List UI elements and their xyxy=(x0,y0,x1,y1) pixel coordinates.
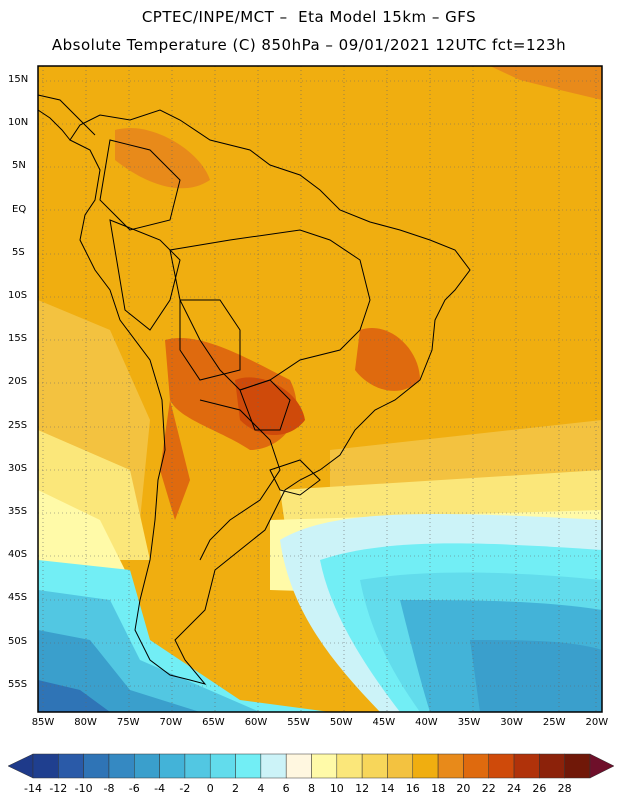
colorbar-label: 18 xyxy=(431,782,446,795)
lat-label: 15S xyxy=(8,333,28,345)
bolivia-border xyxy=(179,299,241,381)
colorbar-label: 2 xyxy=(232,782,240,795)
colorbar-swatch xyxy=(463,753,489,779)
lat-label: 5N xyxy=(12,160,26,172)
field-m6 xyxy=(470,640,602,712)
colorbar-swatch xyxy=(513,753,540,779)
lon-label: 35W xyxy=(457,717,481,728)
colorbar-label: -6 xyxy=(128,782,140,795)
colorbar-swatch xyxy=(134,753,160,779)
field-8-pac xyxy=(38,490,130,580)
colorbar-label: 6 xyxy=(282,782,290,795)
colorbar xyxy=(7,753,615,779)
colorbar-label: 20 xyxy=(456,782,471,795)
lon-label: 85W xyxy=(31,717,55,728)
colorbar-label: -4 xyxy=(154,782,166,795)
lat-label: 50S xyxy=(8,635,28,647)
colorbar-swatch xyxy=(539,753,565,779)
lat-label: 45S xyxy=(8,592,28,604)
colorbar-label: -10 xyxy=(74,782,93,795)
lat-label: 10N xyxy=(8,117,29,129)
lon-label: 30W xyxy=(500,717,523,728)
field-hot-3 xyxy=(355,328,420,391)
field-hot-5 xyxy=(160,400,190,520)
lat-label: 40S xyxy=(8,549,28,561)
colorbar-swatch xyxy=(209,753,236,779)
colorbar-swatch xyxy=(83,753,110,779)
colorbar-swatch xyxy=(285,753,312,779)
colorbar-label: 24 xyxy=(507,782,522,795)
map-frame xyxy=(37,65,603,713)
lon-label: 65W xyxy=(202,717,225,728)
colorbar-label: 26 xyxy=(532,782,547,795)
field-20-ne xyxy=(490,66,602,100)
central-america-coast xyxy=(37,94,96,141)
colorbar-swatch xyxy=(488,753,515,779)
lat-label: 20S xyxy=(8,376,28,388)
lon-label: 50W xyxy=(329,717,353,728)
colorbar-label: 12 xyxy=(355,782,370,795)
field-pac-m8 xyxy=(38,680,110,712)
lon-label: 75W xyxy=(116,717,140,728)
colorbar-label: -2 xyxy=(179,782,191,795)
lat-label: 30S xyxy=(8,462,28,474)
colorbar-label: 8 xyxy=(308,782,315,795)
colorbar-swatch xyxy=(437,753,464,779)
coastlines xyxy=(37,94,471,685)
colorbar-label: 28 xyxy=(557,782,572,795)
uruguay-border xyxy=(269,459,321,496)
colorbar-swatch xyxy=(108,753,135,779)
colombia-border xyxy=(99,139,181,231)
lat-label: 15N xyxy=(8,74,29,85)
colorbar-swatch xyxy=(58,753,84,779)
colorbar-swatch xyxy=(159,753,186,779)
lat-label: 55S xyxy=(8,678,28,690)
field-hot-2 xyxy=(235,377,305,435)
south-america-coast xyxy=(69,109,471,685)
colorbar-swatch xyxy=(235,753,262,779)
colorbar-label: -14 xyxy=(24,782,42,795)
title-line-1: CPTEC/INPE/MCT – Eta Model 15km – GFS xyxy=(141,8,477,26)
brazil-border xyxy=(169,229,371,391)
colorbar-label: 16 xyxy=(405,782,420,795)
colorbar-arrow-low xyxy=(7,753,34,779)
colorbar-swatch xyxy=(184,753,211,779)
colorbar-label: -8 xyxy=(103,782,115,795)
colorbar-label: 22 xyxy=(481,782,496,795)
lat-label: EQ xyxy=(12,203,27,215)
lon-label: 25W xyxy=(542,717,566,728)
colorbar-label: 4 xyxy=(257,782,265,795)
title-line-2: Absolute Temperature (C) 850hPa – 09/01/… xyxy=(51,36,567,54)
lon-label: 80W xyxy=(74,717,97,728)
paraguay-border xyxy=(239,379,291,431)
peru-border xyxy=(109,219,181,331)
colorbar-swatch xyxy=(311,753,338,779)
colorbar-arrow-high xyxy=(589,753,615,779)
colorbar-swatch xyxy=(412,753,439,779)
colorbar-swatch xyxy=(260,753,287,779)
lon-label: 45W xyxy=(372,717,396,728)
colorbar-swatch xyxy=(361,753,388,779)
lon-label: 70W xyxy=(159,717,183,728)
lat-label: 5S xyxy=(12,246,25,258)
lon-label: 40W xyxy=(415,717,438,728)
colorbar-label: 10 xyxy=(329,782,344,795)
lon-label: 20W xyxy=(585,717,609,728)
lat-label: 10S xyxy=(8,290,28,301)
colorbar-swatch xyxy=(564,753,591,779)
lon-label: 55W xyxy=(287,717,310,728)
lat-label: 35S xyxy=(8,506,28,517)
field-hot-4 xyxy=(115,128,210,189)
argentina-border xyxy=(199,399,281,561)
colorbar-swatch xyxy=(32,753,59,779)
lat-label: 25S xyxy=(8,419,28,431)
colorbar-label: 0 xyxy=(206,782,214,795)
colorbar-swatch xyxy=(336,753,363,779)
colorbar-label: -12 xyxy=(49,782,68,795)
colorbar-label: 14 xyxy=(380,782,395,795)
lon-label: 60W xyxy=(244,717,268,728)
colorbar-swatch xyxy=(387,753,414,779)
